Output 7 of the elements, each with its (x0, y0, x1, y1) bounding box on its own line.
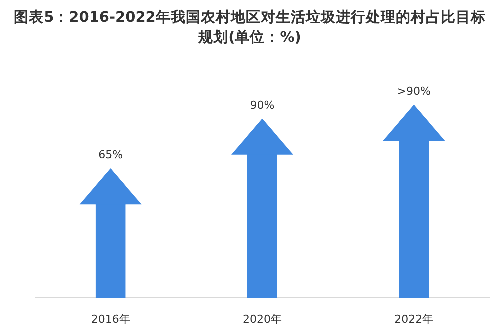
x-tick-label: 2016年 (91, 313, 130, 326)
x-tick-label: 2020年 (243, 313, 282, 326)
data-label: 90% (250, 98, 275, 112)
data-label: 65% (98, 148, 124, 162)
data-label: >90% (397, 85, 432, 98)
chart-title: 图表5：2016-2022年我国农村地区对生活垃圾进行处理的村占比目标规划(单位：%) (14, 9, 486, 46)
x-tick-label: 2022年 (394, 313, 434, 326)
